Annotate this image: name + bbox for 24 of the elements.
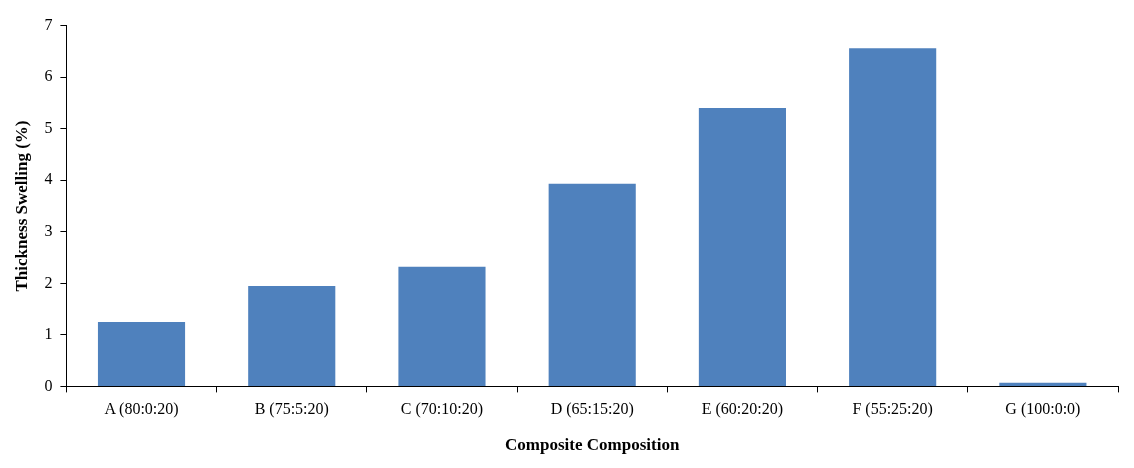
bar bbox=[248, 285, 336, 386]
y-tick-label: 4 bbox=[44, 170, 53, 188]
y-tick-label: 3 bbox=[44, 221, 53, 239]
x-tick-label: D (65:15:20) bbox=[550, 400, 634, 419]
bar bbox=[698, 108, 786, 386]
bar bbox=[999, 382, 1087, 386]
x-tick-label: C (70:10:20) bbox=[400, 400, 484, 419]
x-axis-title: Composite Composition bbox=[505, 435, 680, 455]
x-tick-label: F (55:25:20) bbox=[852, 400, 933, 419]
x-tick-label: B (75:5:20) bbox=[254, 400, 329, 419]
y-tick-label: 2 bbox=[44, 273, 53, 291]
bar bbox=[849, 48, 937, 386]
bar bbox=[398, 266, 486, 386]
bar bbox=[548, 183, 636, 386]
x-tick-label: E (60:20:20) bbox=[701, 400, 784, 419]
y-tick-label: 1 bbox=[44, 325, 53, 343]
y-axis-title: Thickness Swelling (%) bbox=[11, 120, 31, 292]
x-tick-label: A (80:0:20) bbox=[104, 400, 179, 419]
bar bbox=[97, 321, 186, 386]
x-tick-label: G (100:0:0) bbox=[1005, 400, 1081, 419]
y-tick-label: 6 bbox=[44, 67, 53, 85]
y-tick-label: 5 bbox=[44, 118, 53, 136]
y-tick-label: 7 bbox=[44, 15, 53, 33]
y-tick-label: 0 bbox=[44, 376, 53, 394]
